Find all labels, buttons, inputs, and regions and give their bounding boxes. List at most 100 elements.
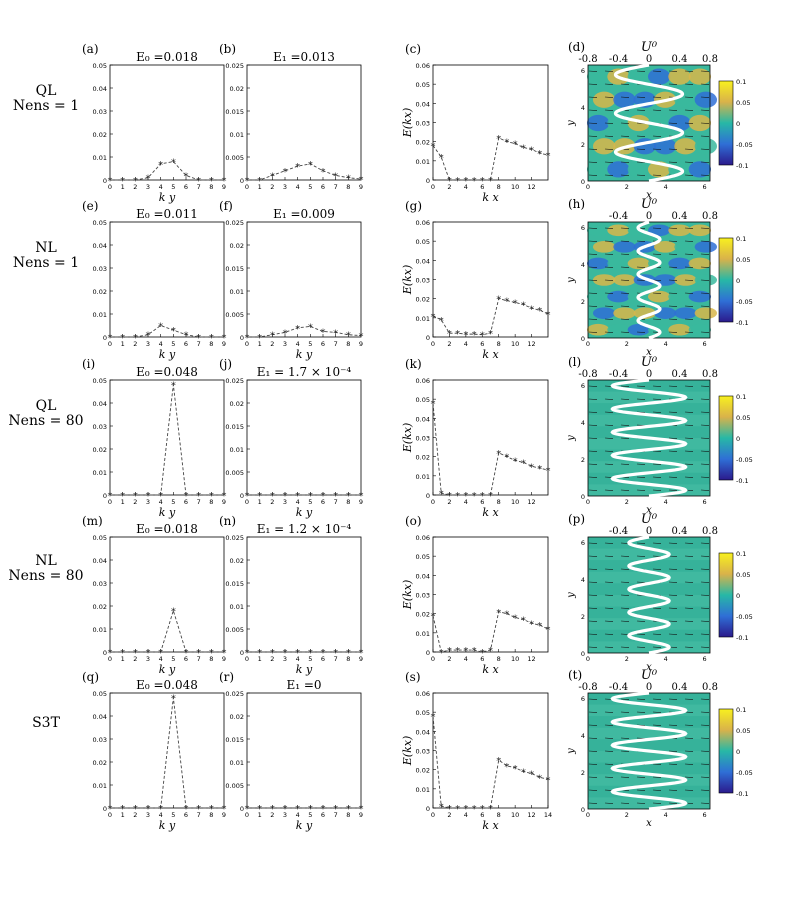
data-point: * xyxy=(108,176,113,187)
top-axis-tick-label: 0.8 xyxy=(702,526,718,537)
x-tick-label: 4 xyxy=(296,655,300,663)
quiver-arrow xyxy=(700,476,710,478)
quiver-arrow xyxy=(700,109,710,111)
x-tick-label: 4 xyxy=(664,183,668,191)
field-cell xyxy=(627,257,651,270)
field-cell xyxy=(674,138,697,155)
quiver-arrow xyxy=(700,763,710,765)
field-cell xyxy=(633,307,657,319)
quiver-arrow xyxy=(604,411,614,413)
quiver-arrow xyxy=(588,542,598,544)
quiver-arrow xyxy=(636,542,646,544)
quiver-arrow xyxy=(700,292,710,294)
quiver-arrow xyxy=(620,489,630,491)
data-point: * xyxy=(333,328,338,339)
data-point: * xyxy=(447,491,452,502)
y-tick-label: 0.02 xyxy=(93,288,107,296)
quiver-arrow xyxy=(652,135,662,137)
colorbar-tick-label: 0.1 xyxy=(736,550,746,558)
quiver-arrow xyxy=(604,802,614,804)
quiver-arrow xyxy=(652,109,662,111)
quiver-arrow xyxy=(700,318,710,320)
data-point: * xyxy=(245,804,250,815)
top-axis-tick-label: 0 xyxy=(646,526,652,537)
data-point: * xyxy=(529,619,534,630)
data-point: * xyxy=(222,176,227,187)
data-point: * xyxy=(120,648,125,659)
data-point: * xyxy=(270,491,275,502)
panel-label: (j) xyxy=(219,357,232,371)
quiver-arrow xyxy=(636,305,646,307)
x-tick-label: 2 xyxy=(133,811,137,819)
data-point: * xyxy=(439,153,444,164)
data-point: * xyxy=(431,612,436,623)
x-tick-label: 8 xyxy=(346,655,350,663)
x-tick-label: 6 xyxy=(480,340,484,348)
quiver-arrow xyxy=(652,776,662,778)
chart-title: E₁ =0.009 xyxy=(273,207,335,221)
x-tick-label: 8 xyxy=(346,498,350,506)
y-tick-label: 0.01 xyxy=(93,154,107,162)
quiver-arrow xyxy=(668,594,678,596)
data-point: * xyxy=(171,607,176,618)
quiver-arrow xyxy=(588,802,598,804)
field-band xyxy=(588,449,710,462)
x-tick-label: 10 xyxy=(511,811,519,819)
field-cell xyxy=(694,241,718,253)
x-tick-label: 0 xyxy=(431,340,435,348)
x-axis-label: k y xyxy=(159,506,176,519)
data-point: * xyxy=(196,804,201,815)
panel-label: (h) xyxy=(568,197,585,211)
panel-label: (k) xyxy=(405,357,422,371)
y-tick-label: 4 xyxy=(581,576,585,584)
quiver-arrow xyxy=(684,148,694,150)
x-tick-label: 8 xyxy=(346,340,350,348)
quiver-arrow xyxy=(636,266,646,268)
plot-frame xyxy=(109,692,225,809)
y-tick-label: 0.04 xyxy=(416,257,430,265)
chart-title: E₀ =0.018 xyxy=(136,522,198,536)
x-tick-label: 6 xyxy=(184,498,188,506)
mean-flow-profile xyxy=(610,378,688,498)
data-point: * xyxy=(283,328,288,339)
quiver-arrow xyxy=(668,581,678,583)
x-tick-label: 9 xyxy=(359,811,363,819)
quiver-arrow xyxy=(588,398,598,400)
field-cell xyxy=(688,224,712,237)
data-point: * xyxy=(537,773,542,784)
x-tick-label: 2 xyxy=(133,340,137,348)
y-tick-label: 0.01 xyxy=(230,603,244,611)
x-tick-label: 8 xyxy=(497,340,501,348)
quiver-arrow xyxy=(668,698,678,700)
x-tick-label: 5 xyxy=(171,811,175,819)
panel-label: (a) xyxy=(82,42,99,56)
quiver-arrow xyxy=(684,476,694,478)
plot-frame xyxy=(109,536,225,653)
plot-frame xyxy=(109,64,225,181)
quiver-arrow xyxy=(668,148,678,150)
data-point: * xyxy=(283,804,288,815)
x-axis-label: k x xyxy=(482,348,499,361)
field-cell xyxy=(607,224,630,237)
data-point: * xyxy=(133,491,138,502)
y-tick-label: 2 xyxy=(581,769,585,777)
y-tick-label: 0.04 xyxy=(416,100,430,108)
field-band xyxy=(588,461,710,473)
field-band xyxy=(588,537,710,549)
quiver-arrow xyxy=(652,96,662,98)
x-tick-label: 0 xyxy=(245,340,249,348)
y-tick-label: 0.04 xyxy=(93,713,107,721)
y-tick-label: 0.02 xyxy=(230,85,244,93)
quiver-arrow xyxy=(652,174,662,176)
data-point: * xyxy=(184,648,189,659)
plot-frame xyxy=(246,379,362,496)
x-tick-label: 10 xyxy=(511,498,519,506)
quiver-arrow xyxy=(652,698,662,700)
plot-frame xyxy=(432,221,549,338)
row-label: NL xyxy=(35,553,57,569)
field-cell xyxy=(694,91,718,108)
x-tick-label: 4 xyxy=(464,498,468,506)
x-tick-label: 3 xyxy=(283,811,287,819)
data-point: * xyxy=(245,648,250,659)
